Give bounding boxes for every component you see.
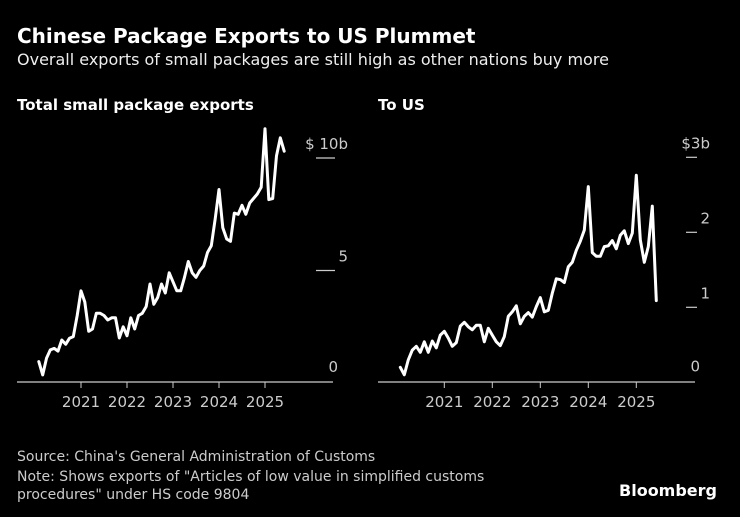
x-tick-label: 2024 — [569, 393, 607, 411]
x-tick-label: 2021 — [425, 393, 463, 411]
y-tick-label: 0 — [328, 358, 338, 376]
x-tick-label: 2022 — [473, 393, 511, 411]
footnote-line2: procedures" under HS code 9804 — [17, 487, 250, 503]
y-tick-label: 1 — [700, 284, 710, 302]
x-tick-label: 2025 — [617, 393, 655, 411]
y-tick-label: $3b — [681, 134, 710, 152]
series-line-total — [37, 127, 286, 377]
y-tick-label: 2 — [700, 209, 710, 227]
series-line-us — [398, 173, 658, 377]
panel-title-total: Total small package exports — [17, 96, 254, 114]
x-tick-label: 2022 — [108, 393, 146, 411]
y-tick-label: 0 — [690, 357, 700, 375]
chart-subtitle: Overall exports of small packages are st… — [17, 50, 609, 69]
footnote-line1: Note: Shows exports of "Articles of low … — [17, 469, 485, 485]
y-tick-label: 5 — [338, 248, 348, 266]
x-tick-label: 2024 — [200, 393, 238, 411]
bloomberg-logo: Bloomberg — [619, 481, 717, 500]
panel-title-us: To US — [378, 96, 425, 114]
x-tick-label: 2023 — [154, 393, 192, 411]
x-tick-label: 2023 — [521, 393, 559, 411]
x-tick-label: 2025 — [246, 393, 284, 411]
chart-title: Chinese Package Exports to US Plummet — [17, 24, 476, 48]
y-tick-label: $ 10b — [305, 135, 348, 153]
source-note: Source: China's General Administration o… — [17, 449, 376, 465]
x-tick-label: 2021 — [62, 393, 100, 411]
